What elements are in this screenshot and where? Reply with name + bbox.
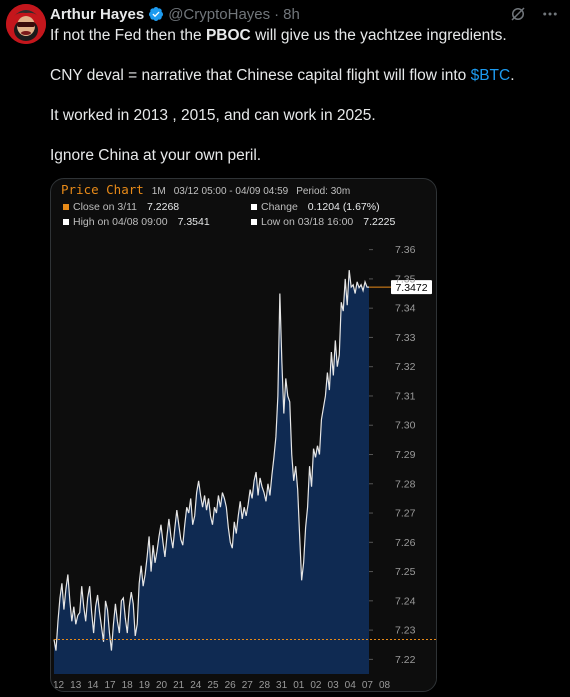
- close-marker-icon: [63, 204, 69, 210]
- verified-badge-icon: [148, 6, 164, 22]
- x-tick-label: 12: [53, 680, 65, 691]
- price-line: [53, 270, 369, 651]
- x-tick-label: 31: [276, 680, 288, 691]
- x-tick-label: 28: [259, 680, 271, 691]
- stat-low: Low on 03/18 16:00 7.2225: [251, 216, 395, 228]
- more-options-icon[interactable]: [540, 4, 560, 24]
- author-avatar[interactable]: [6, 4, 46, 44]
- y-tick-label: 7.33: [395, 332, 416, 344]
- tweet-paragraph-4: Ignore China at your own peril.: [50, 147, 262, 164]
- y-tick-label: 7.23: [395, 625, 416, 637]
- price-chart-image[interactable]: 7.3472 7.36 7.35 7.34 7.33 7.32 7.31 7.30 7.29 7.…: [50, 178, 437, 692]
- post-time[interactable]: 8h: [283, 5, 300, 23]
- chart-period: Period: 30m: [296, 186, 351, 197]
- y-tick-label: 7.34: [395, 303, 416, 315]
- y-tick-label: 7.29: [395, 449, 416, 461]
- chart-date-range: 03/12 05:00 - 04/09 04:59: [173, 186, 289, 197]
- x-tick-label: 21: [173, 680, 185, 691]
- last-price-badge: [391, 280, 432, 295]
- y-tick-label: 7.31: [395, 390, 416, 402]
- btc-cashtag-link[interactable]: $BTC: [470, 67, 511, 84]
- x-tick-label: 26: [225, 680, 237, 691]
- author-handle[interactable]: @CryptoHayes: [168, 5, 271, 23]
- tweet-header: Arthur Hayes @CryptoHayes · 8h: [50, 4, 300, 24]
- y-tick-label: 7.26: [395, 537, 416, 549]
- x-tick-label: 13: [70, 680, 82, 691]
- y-tick-label: 7.35: [395, 273, 416, 285]
- x-tick-label: 17: [104, 680, 116, 691]
- x-tick-label: 01: [293, 680, 305, 691]
- grok-icon[interactable]: [508, 4, 528, 24]
- y-tick-label: 7.28: [395, 478, 416, 490]
- x-tick-label: 19: [139, 680, 151, 691]
- y-tick-label: 7.27: [395, 508, 416, 520]
- x-tick-label: 18: [122, 680, 134, 691]
- last-price-label: 7.3472: [395, 282, 427, 294]
- tweet-text: If not the Fed then the PBOC will give u…: [50, 26, 555, 186]
- price-chart-svg: 7.3472 7.36 7.35 7.34 7.33 7.32 7.31 7.30 7.29 7.…: [53, 227, 436, 691]
- stat-close: Close on 3/11 7.2268: [63, 201, 179, 213]
- change-marker-icon: [251, 204, 257, 210]
- high-marker-icon: [63, 219, 69, 225]
- stat-high: High on 04/08 09:00 7.3541: [63, 216, 210, 228]
- chart-title: Price Chart: [61, 182, 144, 197]
- x-tick-label: 07: [362, 680, 374, 691]
- tweet-paragraph-1: If not the Fed then the PBOC will give u…: [50, 27, 507, 44]
- author-name[interactable]: Arthur Hayes: [50, 5, 145, 23]
- x-tick-label: 03: [328, 680, 340, 691]
- y-tick-label: 7.25: [395, 566, 416, 578]
- price-area-fill: [54, 270, 369, 674]
- avatar-illustration: [6, 4, 46, 44]
- y-tick-label: 7.30: [395, 420, 416, 432]
- x-tick-label: 20: [156, 680, 168, 691]
- tweet-actions-top: [508, 4, 560, 24]
- x-tick-label: 24: [190, 680, 202, 691]
- tweet-paragraph-3: It worked in 2013 , 2015, and can work i…: [50, 107, 376, 124]
- meta-separator: ·: [274, 5, 280, 23]
- stat-change: Change 0.1204 (1.67%): [251, 201, 380, 213]
- chart-range-label: 1M: [151, 186, 166, 197]
- x-tick-label: 27: [242, 680, 254, 691]
- y-tick-label: 7.36: [395, 244, 416, 256]
- y-tick-label: 7.22: [395, 654, 416, 666]
- x-tick-label: 08: [379, 680, 391, 691]
- tweet-paragraph-2: CNY deval = narrative that Chinese capit…: [50, 67, 515, 84]
- y-tick-label: 7.32: [395, 361, 416, 373]
- x-tick-label: 02: [310, 680, 322, 691]
- y-tick-label: 7.24: [395, 595, 416, 607]
- y-axis-panel: [369, 227, 436, 682]
- x-tick-label: 14: [87, 680, 99, 691]
- x-tick-label: 04: [345, 680, 357, 691]
- low-marker-icon: [251, 219, 257, 225]
- chart-title-row: Price Chart 1M 03/12 05:00 - 04/09 04:59…: [61, 182, 350, 198]
- x-tick-label: 25: [207, 680, 219, 691]
